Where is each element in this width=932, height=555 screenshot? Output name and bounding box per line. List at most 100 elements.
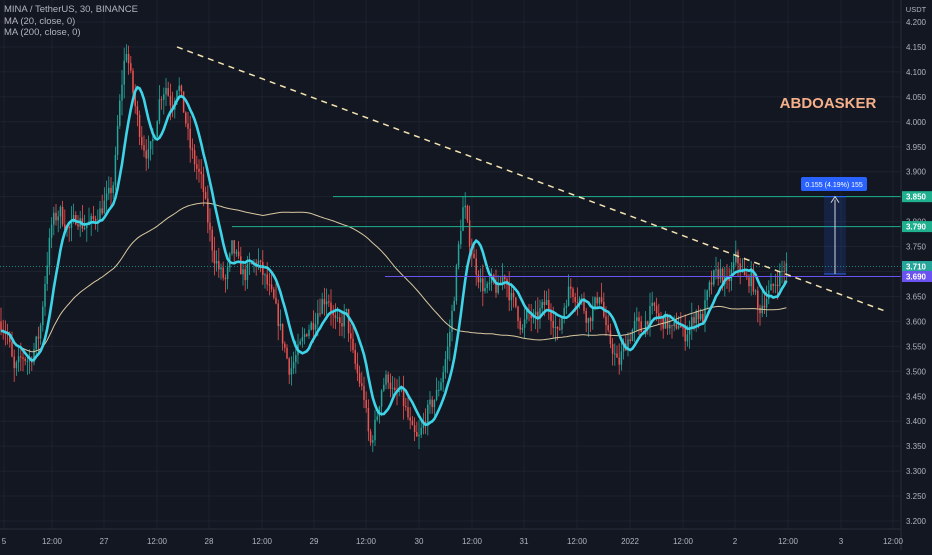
candle-body [620,351,623,365]
candle-body [482,278,484,292]
candle-body [600,297,603,302]
candle-body [288,358,290,375]
candle-body [68,227,70,229]
price-tick: 3.600 [906,317,927,326]
candle-body [394,387,396,391]
symbol-line[interactable]: MINA / TetherUS, 30, BINANCE [4,4,138,15]
candle-body [141,136,143,146]
candle-body [651,302,653,307]
price-label-3.690: 3.690 [906,272,927,281]
candle-body [57,216,59,221]
candle-body [629,339,631,342]
candle-body [191,148,194,151]
candle-body [286,347,288,359]
candle-body [649,306,651,325]
candle-body [281,323,284,344]
trendline[interactable] [176,46,887,313]
candle-body [594,297,596,307]
candle-body [460,230,462,245]
candle-body [361,383,363,386]
measure-label-bg [801,177,867,191]
candle-body [534,311,537,316]
candle-body [517,306,519,321]
measure-tool[interactable]: 0.155 (4.19%) 155 [801,177,867,275]
candle-body [317,313,319,325]
candle-body [312,322,315,330]
ma200-legend[interactable]: MA (200, close, 0) [4,27,81,38]
candle-body [556,327,559,329]
price-axis[interactable]: USDT 4.200 4.150 4.100 4.050 4.000 3.950 3.900 3… [900,0,932,550]
candle-body [169,95,172,106]
candle-body [273,289,275,298]
candle-body [143,145,145,151]
ma200-path [0,202,787,353]
legend: MINA / TetherUS, 30, BINANCE MA (20, clo… [4,4,138,39]
candle-body [435,390,438,400]
candle-body [715,269,717,271]
candle-body [226,267,229,280]
candle-body [781,270,783,272]
candle-body [763,305,766,308]
candle-body [363,385,365,400]
candle-body [365,399,367,408]
time-tick: 12:00 [42,537,63,546]
candle-body [218,260,220,270]
candle-body [675,322,678,329]
candle-body [587,318,590,323]
candle-body [453,300,455,311]
candle-body [743,269,746,276]
candle-body [704,300,706,323]
candle-body [262,261,264,275]
candle-body [160,99,163,101]
time-tick: 31 [520,537,529,546]
horizontal-levels[interactable] [0,196,901,277]
candle-body [50,224,53,238]
dashed-trendline[interactable] [176,46,887,313]
candle-body [387,374,389,383]
candle-body [473,253,475,259]
candle-body [451,310,453,332]
candle-body [576,301,579,303]
candle-body [193,150,196,165]
candle-body [369,431,372,443]
candle-body [772,283,774,286]
candle-body [677,326,680,329]
price-tick: 3.400 [906,417,927,426]
candle-body [409,417,411,421]
time-axis[interactable]: 5 12:00 27 12:00 28 12:00 29 12:00 30 12:00 31 12:0… [0,528,904,546]
candle-body [28,360,31,362]
candle-body [125,53,128,61]
candle-body [416,431,418,437]
candle-body [328,301,330,303]
ma20-legend[interactable]: MA (20, close, 0) [4,15,76,27]
time-tick: 30 [415,537,424,546]
candle-body [209,222,211,230]
candle-body [77,224,79,227]
candle-body [664,314,667,329]
candle-body [345,309,348,312]
price-label-3.850: 3.850 [906,193,927,202]
candle-body [290,368,293,375]
candle-body [198,168,200,172]
price-tick: 4.050 [906,93,927,102]
candle-body [275,297,277,304]
candle-body [585,310,587,323]
candle-body [501,275,504,284]
candle-body [422,421,425,428]
candle-body [314,324,317,330]
candle-body [686,334,689,342]
candle-body [684,327,686,342]
candle-body [479,278,482,283]
time-tick: 12:00 [567,537,588,546]
candle-body [116,125,119,155]
price-tick: 3.900 [906,168,927,177]
candle-body [196,164,198,169]
candle-body [658,313,660,318]
candle-body [400,388,403,391]
time-tick: 12:00 [147,537,168,546]
candle-body [224,277,227,280]
candle-body [259,260,262,262]
candle-body [636,317,638,321]
